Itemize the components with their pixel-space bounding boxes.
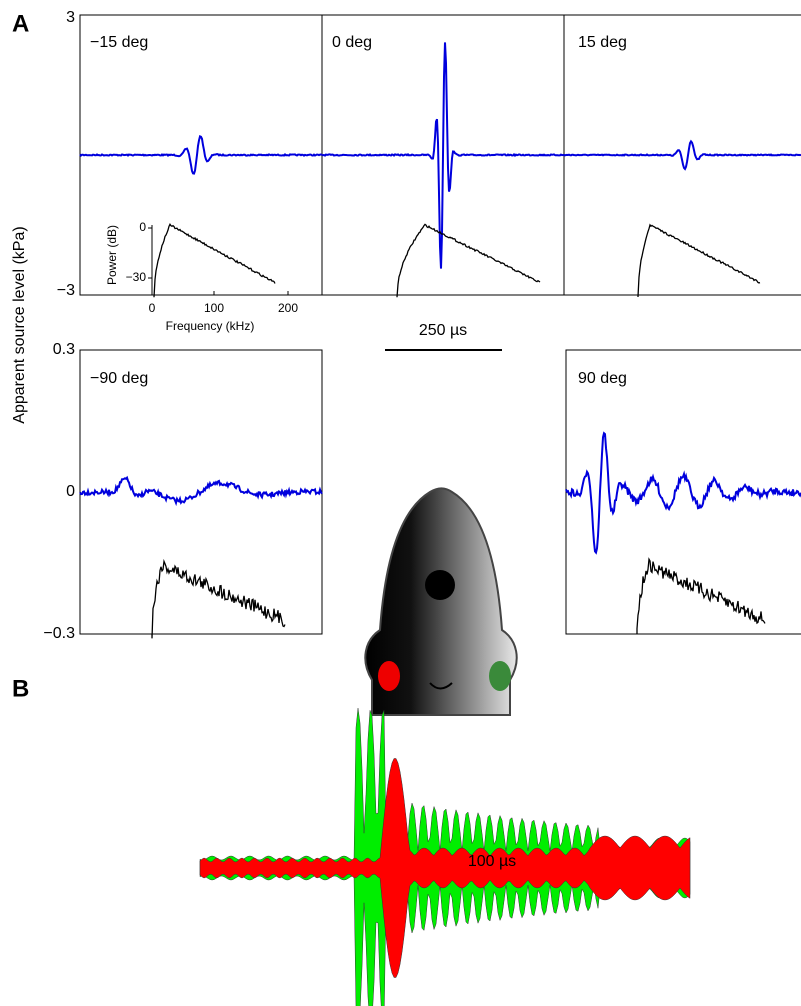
envelope: [199, 758, 691, 978]
waveform: [565, 431, 801, 555]
inset-axes: [148, 225, 322, 296]
tick-label: 3: [66, 9, 75, 26]
panel-frame: [79, 349, 323, 635]
inset-tick-label: 0: [139, 220, 146, 234]
y-axis-label: Apparent source level (kPa): [11, 226, 28, 423]
spectrum: [151, 558, 286, 639]
panel-label: A: [12, 10, 29, 37]
tick-label: 0.3: [53, 341, 75, 358]
waveform: [563, 139, 801, 171]
tick-label: −0.3: [43, 625, 75, 642]
scale-bar-label: 100 µs: [468, 853, 516, 870]
panel-label: B: [12, 675, 29, 702]
inset-tick-label: 0: [149, 301, 156, 315]
angle-label: 0 deg: [332, 34, 372, 51]
scale-bar-label: 250 µs: [419, 322, 467, 339]
inset-y-label: Power (dB): [105, 225, 119, 285]
angle-label: −15 deg: [90, 34, 148, 51]
inset-tick-label: −30: [126, 270, 147, 284]
waveform: [79, 135, 323, 175]
panel-frame: [563, 14, 801, 296]
spectrum: [396, 223, 541, 298]
spectrum: [153, 223, 276, 298]
waveform: [79, 475, 323, 507]
tick-label: −3: [57, 282, 75, 299]
head-illustration: [364, 487, 518, 716]
panel-frame: [565, 349, 801, 635]
waveform: [321, 42, 565, 269]
inset-tick-label: 100: [204, 301, 224, 315]
inset-x-label: Frequency (kHz): [166, 319, 255, 333]
spectrum: [636, 557, 766, 634]
angle-label: 90 deg: [578, 370, 627, 387]
spectrum: [637, 223, 761, 297]
angle-label: −90 deg: [90, 370, 148, 387]
inset-tick-label: 200: [278, 301, 298, 315]
angle-label: 15 deg: [578, 34, 627, 51]
tick-label: 0: [66, 483, 75, 500]
